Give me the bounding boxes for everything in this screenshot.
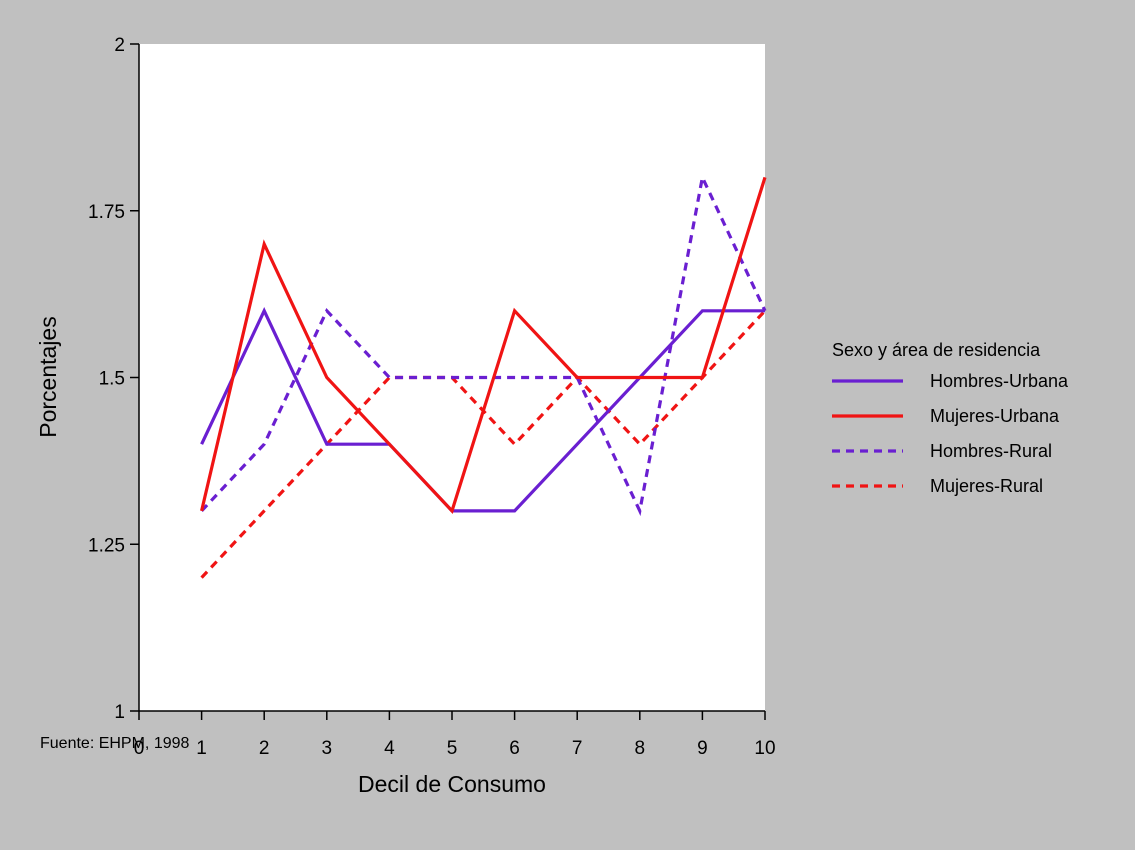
x-tick-label: 10 <box>754 738 775 759</box>
legend-label-mujeres-urbana: Mujeres-Urbana <box>930 406 1060 426</box>
y-tick-label: 1 <box>114 702 125 723</box>
x-tick-label: 1 <box>196 738 207 759</box>
x-tick-label: 3 <box>322 738 333 759</box>
x-tick-label: 2 <box>259 738 270 759</box>
x-tick-label: 0 <box>134 738 145 759</box>
legend-label-mujeres-rural: Mujeres-Rural <box>930 476 1043 496</box>
series-line-mujeres-urbana <box>200 176 767 514</box>
legend-label-hombres-rural: Hombres-Rural <box>930 441 1052 461</box>
x-axis-title: Decil de Consumo <box>358 771 546 797</box>
x-tick-label: 8 <box>635 738 646 759</box>
y-tick-label: 1.25 <box>88 535 125 556</box>
source-note: Fuente: EHPM, 1998 <box>40 735 190 752</box>
legend-title: Sexo y área de residencia <box>832 340 1041 360</box>
y-tick-label: 1.5 <box>99 369 125 390</box>
y-axis-title: Porcentajes <box>35 316 61 437</box>
y-tick-label: 2 <box>114 35 125 56</box>
series-line-hombres-urbana <box>200 307 765 513</box>
series-line-hombres-rural <box>200 172 767 517</box>
legend-label-hombres-urbana: Hombres-Urbana <box>930 371 1069 391</box>
x-tick-label: 9 <box>697 738 708 759</box>
x-tick-label: 7 <box>572 738 583 759</box>
x-tick-label: 5 <box>447 738 458 759</box>
legend: Sexo y área de residencia Hombres-Urbana… <box>832 340 1069 496</box>
series-lines <box>200 172 767 579</box>
y-tick-label: 1.75 <box>88 202 125 223</box>
x-tick-label: 4 <box>384 738 395 759</box>
x-tick-label: 6 <box>509 738 520 759</box>
